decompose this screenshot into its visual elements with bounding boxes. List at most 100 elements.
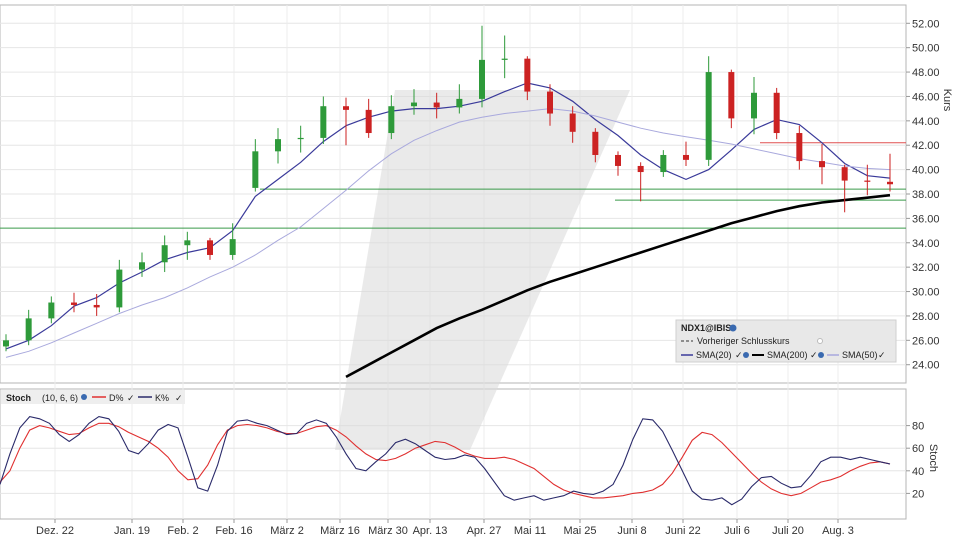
legend-sma20: SMA(20) — [696, 350, 732, 360]
settings-icon[interactable] — [743, 352, 749, 358]
price-tick-label: 24.00 — [912, 360, 940, 372]
candle-body — [479, 59, 485, 99]
price-tick-label: 34.00 — [912, 238, 940, 250]
candle-body — [388, 106, 395, 134]
candle-body — [796, 133, 803, 162]
check-icon[interactable]: ✓ — [810, 350, 818, 360]
horizontal-lines — [0, 142, 906, 229]
x-tick-label: Feb. 16 — [215, 525, 252, 537]
candle-body — [841, 167, 848, 181]
price-tick-label: 40.00 — [912, 165, 940, 177]
legend-d: D% — [109, 393, 124, 403]
candle-body — [3, 340, 9, 347]
price-tick-label: 44.00 — [912, 116, 940, 128]
stoch-tick-label: 80 — [912, 421, 924, 433]
candle-body — [615, 154, 621, 166]
x-tick-label: Juni 22 — [665, 525, 700, 537]
price-tick-label: 26.00 — [912, 335, 940, 347]
sma-lines — [5, 82, 891, 379]
candle-body — [297, 137, 304, 140]
candle-body — [343, 106, 349, 110]
candle-body — [433, 102, 440, 108]
stoch-params: (10, 6, 6) — [42, 393, 78, 403]
stoch-legend: Stoch (10, 6, 6) D% ✓ K% ✓ — [1, 390, 185, 404]
x-tick-label: März 16 — [320, 525, 360, 537]
candle-body — [864, 180, 871, 182]
settings-icon[interactable] — [818, 352, 824, 358]
candle-body — [887, 181, 893, 185]
legend-prev-close: Vorheriger Schlusskurs — [697, 336, 790, 346]
legend-prev-dot-icon — [817, 338, 823, 344]
candle-body — [683, 154, 689, 160]
settings-icon[interactable] — [81, 394, 87, 400]
price-tick-label: 30.00 — [912, 287, 940, 299]
x-tick-label: Juli 20 — [772, 525, 804, 537]
candle-body — [48, 302, 55, 319]
stoch-tick-label: 60 — [912, 443, 924, 455]
stoch-title: Stoch — [6, 393, 31, 403]
x-tick-label: Juni 8 — [617, 525, 646, 537]
x-tick-label: März 30 — [368, 525, 408, 537]
price-tick-label: 52.00 — [912, 18, 940, 30]
x-tick-label: Aug. 3 — [822, 525, 854, 537]
candle-body — [139, 262, 145, 270]
sma-line-0 — [5, 82, 891, 350]
candlesticks — [3, 25, 893, 352]
candle-body — [456, 98, 463, 108]
candle-body — [705, 72, 712, 160]
x-tick-label: Apr. 13 — [413, 525, 448, 537]
legend-symbol: NDX1@IBIS — [681, 323, 731, 333]
candle-body — [207, 240, 213, 255]
candle-body — [728, 72, 735, 119]
sma-line-2 — [5, 108, 891, 358]
candle-body — [547, 91, 553, 114]
candle-body — [365, 109, 372, 134]
candle-body — [161, 245, 168, 263]
candle-body — [819, 161, 825, 168]
candle-body — [25, 318, 32, 341]
watermark-logo — [335, 90, 630, 450]
candle-body — [320, 106, 327, 138]
price-axis-label: Kurs — [941, 89, 953, 112]
x-tick-label: März 2 — [270, 525, 304, 537]
x-tick-label: Juli 6 — [724, 525, 750, 537]
stoch-line-0 — [0, 422, 891, 499]
check-icon[interactable]: ✓ — [735, 350, 743, 360]
candle-body — [637, 165, 644, 173]
candle-body — [773, 92, 780, 134]
candle-body — [184, 240, 191, 246]
legend-sma200: SMA(200) — [767, 350, 808, 360]
x-ticks: Dez. 22 Jan. 19 Feb. 2 Feb. 16 März 2 März 16… — [36, 519, 854, 537]
check-icon[interactable]: ✓ — [127, 393, 135, 403]
stoch-line-1 — [0, 415, 891, 506]
candle-body — [751, 92, 757, 119]
candle-body — [252, 151, 259, 188]
check-icon[interactable]: ✓ — [878, 350, 886, 360]
sma-line-1 — [345, 193, 891, 379]
price-tick-label: 32.00 — [912, 262, 940, 274]
stoch-tick-label: 20 — [912, 488, 924, 500]
legend-k: K% — [155, 393, 169, 403]
x-tick-label: Feb. 2 — [167, 525, 198, 537]
candle-body — [660, 154, 667, 173]
x-tick-label: Mai 11 — [514, 525, 546, 537]
stoch-y-ticks: 80 60 40 20 — [906, 421, 924, 500]
x-tick-label: Apr. 27 — [467, 525, 502, 537]
candle-body — [93, 304, 100, 308]
price-legend: NDX1@IBIS Vorheriger Schlusskurs SMA(20)… — [675, 319, 897, 363]
candle-body — [569, 113, 576, 132]
price-tick-label: 48.00 — [912, 67, 940, 79]
price-tick-label: 46.00 — [912, 91, 940, 103]
check-icon[interactable]: ✓ — [175, 393, 183, 403]
candle-body — [501, 58, 508, 60]
price-tick-label: 38.00 — [912, 189, 940, 201]
candle-body — [229, 239, 236, 255]
price-tick-label: 36.00 — [912, 213, 940, 225]
price-y-ticks: 52.00 50.00 48.00 46.00 44.00 42.00 40.00 38.00… — [906, 18, 940, 372]
settings-icon[interactable] — [729, 324, 737, 332]
candle-body — [71, 302, 77, 305]
stoch-tick-label: 40 — [912, 466, 924, 478]
price-tick-label: 28.00 — [912, 311, 940, 323]
